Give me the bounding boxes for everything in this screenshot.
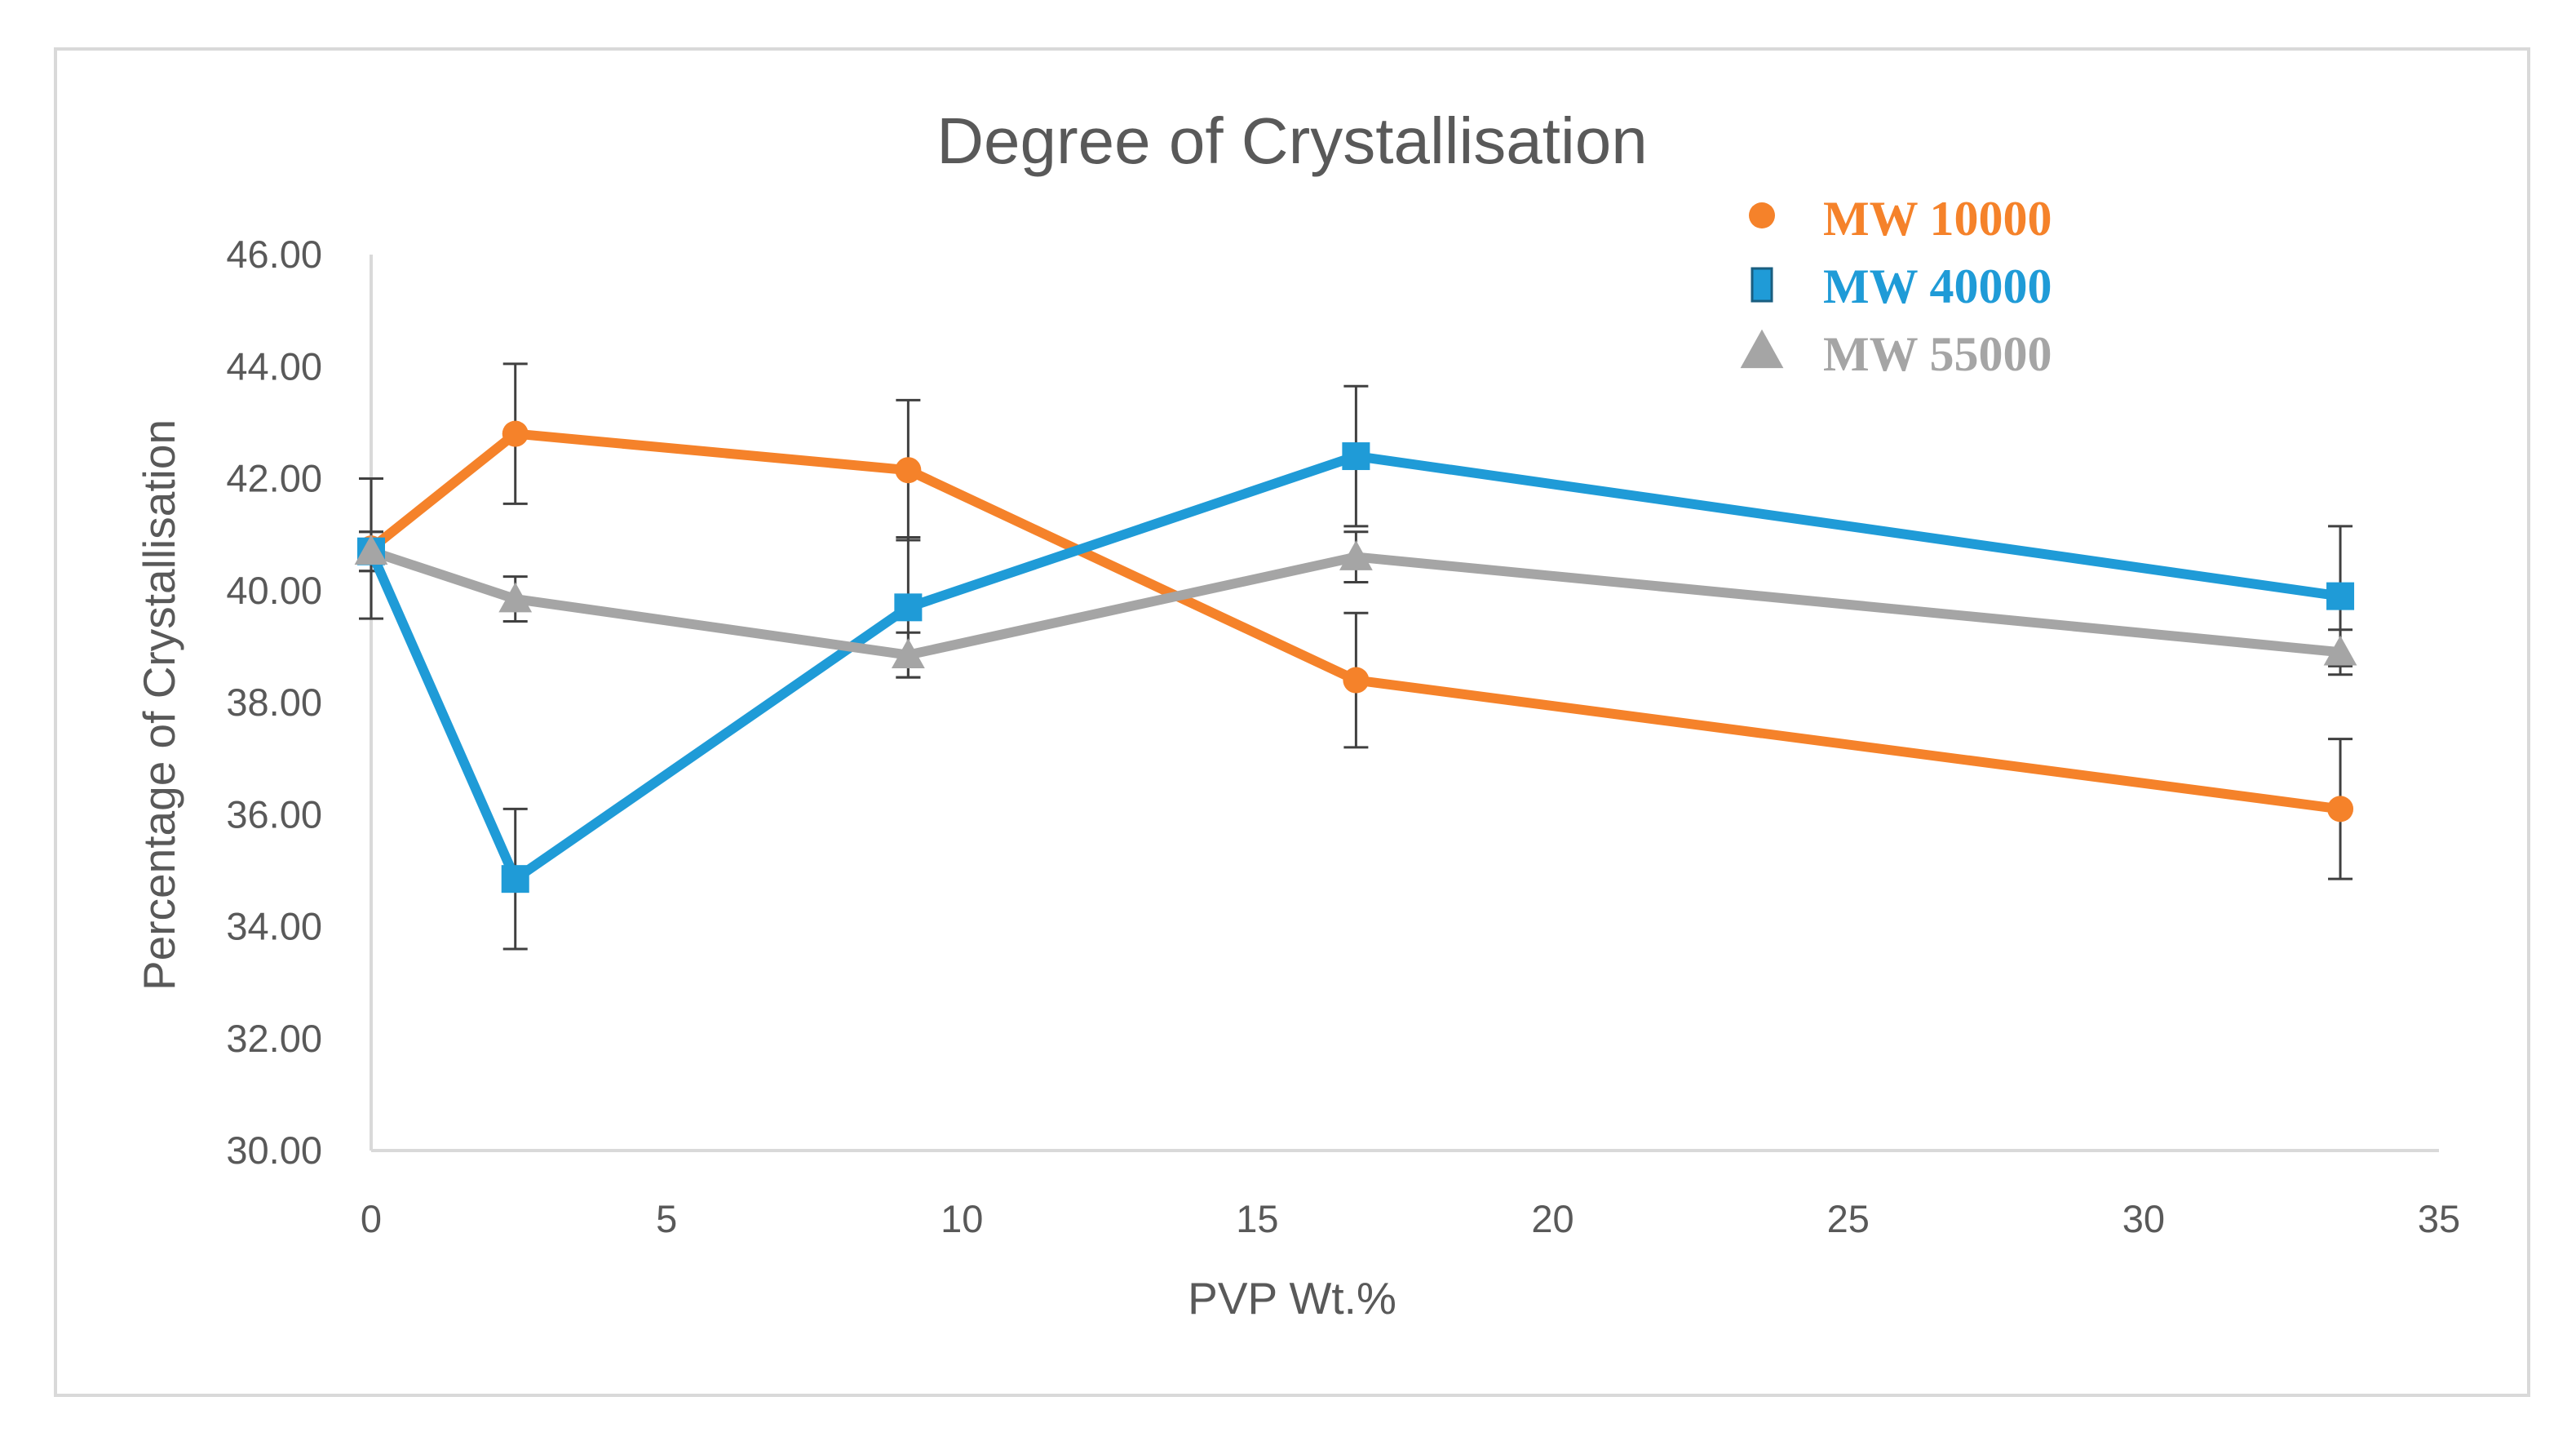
error-bars	[359, 362, 2353, 951]
y-tick-label: 46.00	[226, 233, 322, 276]
chart-title: Degree of Crystallisation	[936, 104, 1647, 177]
legend-label-mw-55000: MW 55000	[1823, 327, 2052, 381]
series-markers	[354, 420, 2357, 894]
chart-border	[54, 47, 2530, 1397]
y-tick-label: 30.00	[226, 1129, 322, 1172]
y-tick-label: 40.00	[226, 569, 322, 612]
x-tick-label: 25	[1827, 1197, 1870, 1240]
x-tick-label: 10	[941, 1197, 983, 1240]
data-point-mw-55000	[354, 534, 388, 565]
y-axis-title: Percentage of Crystallisation	[134, 419, 184, 991]
legend-label-mw-40000: MW 40000	[1823, 259, 2052, 313]
y-tick-label: 32.00	[226, 1017, 322, 1060]
x-tick-label: 15	[1236, 1197, 1278, 1240]
data-point-mw-10000	[502, 420, 529, 447]
x-tick-label: 0	[361, 1197, 382, 1240]
x-tick-label: 20	[1531, 1197, 1573, 1240]
data-point-mw-10000	[895, 457, 922, 484]
y-tick-label: 44.00	[226, 344, 322, 388]
data-point-mw-40000	[1342, 442, 1370, 471]
axes: 30.00 32.00 34.00 36.00 38.00 40.00 42.00 44.00…	[226, 233, 2460, 1240]
data-point-mw-10000	[1343, 667, 1370, 694]
data-point-mw-40000	[2326, 582, 2355, 610]
data-point-mw-10000	[2327, 796, 2354, 823]
data-point-mw-40000	[501, 865, 529, 894]
legend-marker-mw-40000	[1751, 267, 1773, 303]
y-tick-label: 34.00	[226, 905, 322, 948]
x-tick-label: 5	[656, 1197, 677, 1240]
y-tick-label: 38.00	[226, 681, 322, 724]
data-point-mw-55000	[891, 638, 925, 668]
data-point-mw-55000	[498, 582, 533, 613]
data-point-mw-55000	[2323, 635, 2357, 666]
x-tick-label: 30	[2122, 1197, 2165, 1240]
data-point-mw-40000	[894, 593, 923, 622]
x-tick-label: 35	[2418, 1197, 2460, 1240]
legend: MW 10000 MW 40000 MW 55000	[1740, 192, 2052, 381]
y-tick-label: 36.00	[226, 792, 322, 836]
legend-marker-mw-10000	[1749, 202, 1775, 228]
y-tick-label: 42.00	[226, 457, 322, 500]
legend-marker-mw-55000	[1740, 329, 1784, 369]
legend-label-mw-10000: MW 10000	[1823, 192, 2052, 246]
x-axis-title: PVP Wt.%	[1188, 1273, 1396, 1324]
data-point-mw-55000	[1339, 540, 1373, 570]
